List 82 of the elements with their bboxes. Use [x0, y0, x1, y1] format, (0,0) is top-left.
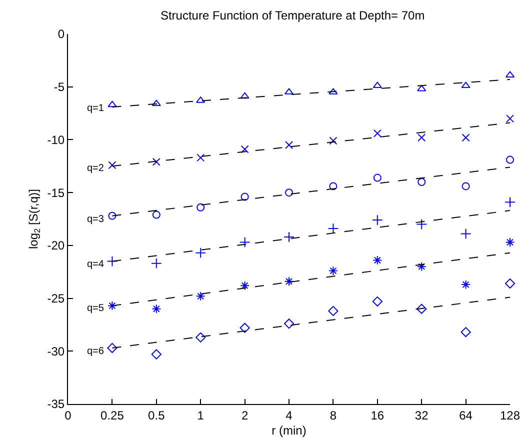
y-tick-label: -10	[47, 132, 65, 147]
point	[284, 276, 294, 286]
point	[108, 212, 116, 220]
point	[416, 262, 426, 272]
point	[284, 318, 294, 329]
y-tick-label: -25	[47, 291, 65, 306]
annotation: q=5	[87, 303, 104, 314]
point	[108, 100, 117, 108]
x-tick-label: 32	[414, 408, 429, 422]
point	[152, 158, 160, 166]
x-tick-label: 64	[459, 408, 473, 422]
point	[418, 178, 426, 186]
y-tick-label: -30	[47, 344, 65, 358]
point	[239, 236, 250, 248]
point	[152, 100, 161, 106]
point	[461, 82, 470, 88]
point	[372, 82, 382, 88]
point	[328, 306, 338, 316]
point	[460, 327, 471, 338]
point	[196, 291, 206, 301]
point	[240, 92, 250, 99]
point	[151, 349, 162, 360]
x-tick-label: 128	[500, 408, 520, 422]
point	[108, 300, 117, 310]
x-axis-title: r (min)	[272, 423, 306, 438]
y-tick-label: 0	[58, 27, 65, 42]
point	[196, 332, 206, 342]
point	[417, 84, 426, 92]
point	[418, 134, 426, 142]
point	[108, 161, 116, 170]
x-tick-label: 16	[370, 408, 384, 422]
y-tick-label: -20	[47, 238, 65, 253]
point	[106, 256, 118, 267]
point	[504, 278, 516, 289]
y-tick-label: -15	[47, 186, 65, 200]
point	[240, 322, 250, 333]
chart-title: Structure Function of Temperature at Depth= 70m	[160, 8, 425, 23]
point	[285, 188, 293, 197]
y-tick-label: -5	[54, 80, 65, 94]
annotation: q=6	[87, 346, 104, 357]
x-tick-label: 0.5	[148, 408, 166, 422]
point	[328, 266, 338, 276]
x-tick-label: 4	[286, 408, 293, 422]
x-tick-label: 2	[241, 408, 248, 422]
point	[329, 136, 338, 145]
point	[152, 304, 162, 314]
point	[195, 247, 206, 258]
point	[506, 156, 514, 164]
point	[460, 228, 472, 240]
point	[151, 258, 162, 269]
point	[416, 218, 427, 230]
point	[152, 210, 160, 219]
point	[462, 182, 470, 190]
point	[372, 256, 382, 265]
point	[372, 296, 382, 307]
point	[372, 214, 383, 226]
point	[505, 238, 515, 247]
point	[506, 114, 514, 123]
point	[461, 280, 470, 290]
point	[285, 141, 293, 149]
point	[373, 174, 382, 182]
point	[196, 203, 205, 212]
point	[329, 182, 338, 190]
point	[328, 223, 339, 234]
point	[240, 192, 249, 201]
y-tick-label: -35	[47, 397, 65, 412]
x-tick-label: 0.25	[100, 408, 124, 422]
point	[240, 280, 250, 290]
annotation: q=2	[87, 163, 104, 174]
point	[284, 232, 294, 242]
point	[107, 342, 118, 354]
x-tick-label: 8	[330, 408, 337, 422]
point	[373, 129, 382, 138]
annotation: q=3	[87, 214, 104, 225]
point	[240, 145, 249, 154]
point	[196, 154, 205, 162]
point	[462, 134, 470, 142]
annotation: q=4	[87, 259, 104, 270]
annotation: q=1	[87, 103, 104, 114]
point	[504, 196, 516, 208]
point	[416, 304, 427, 314]
x-tick-label: 1	[197, 408, 204, 422]
